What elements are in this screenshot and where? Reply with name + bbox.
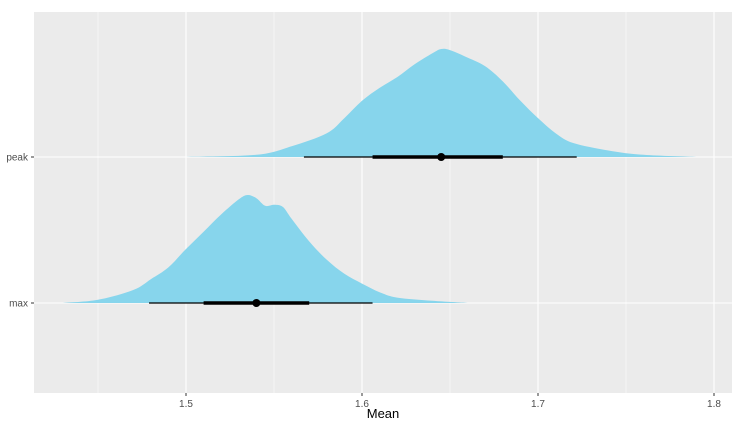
plot-panel <box>34 12 732 393</box>
densities <box>62 48 697 303</box>
x-tick-label: 1.7 <box>531 399 545 410</box>
point-max <box>252 299 261 307</box>
intervals <box>149 153 577 307</box>
x-tick-label: 1.5 <box>179 399 193 410</box>
y-axis: peak max <box>6 153 34 310</box>
density-max <box>62 194 468 303</box>
x-tick-label: 1.8 <box>707 399 721 410</box>
y-tick-label-peak: peak <box>6 153 29 164</box>
y-tick-label-max: max <box>9 299 28 310</box>
x-tick-label: 1.6 <box>355 399 369 410</box>
point-peak <box>437 153 446 161</box>
x-axis: 1.5 1.6 1.7 1.8 <box>179 393 721 410</box>
density-peak <box>186 48 697 157</box>
x-axis-title: Mean <box>367 406 400 421</box>
